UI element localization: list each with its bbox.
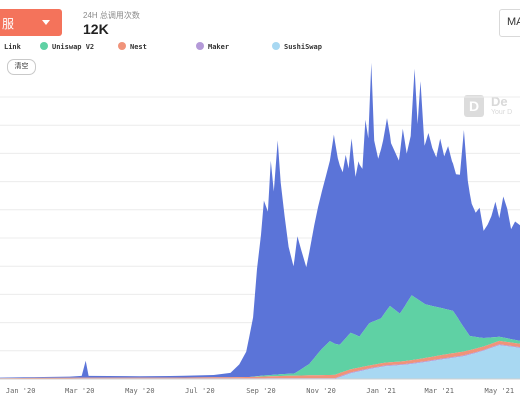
legend-swatch: [40, 42, 48, 50]
legend-item[interactable]: Link: [0, 42, 21, 51]
x-tick-label: Mar '21: [424, 387, 454, 395]
legend-swatch: [196, 42, 204, 50]
x-tick-label: Sep '20: [246, 387, 276, 395]
chevron-down-icon: [42, 20, 50, 25]
legend-item[interactable]: Maker: [196, 42, 229, 51]
x-tick-label: Jan '20: [6, 387, 36, 395]
x-tick-label: Mar '20: [65, 387, 95, 395]
series-area: [0, 62, 520, 379]
timeframe-button-label: MA: [507, 16, 520, 28]
watermark-brand: De: [491, 94, 508, 109]
legend-item[interactable]: SushiSwap: [272, 42, 322, 51]
x-tick-label: Nov '20: [306, 387, 336, 395]
clear-legend-button[interactable]: 清空: [7, 59, 36, 75]
watermark-tagline: Your D: [491, 109, 513, 116]
legend-label: Link: [4, 43, 21, 51]
series-area: [0, 295, 520, 379]
legend-label: SushiSwap: [284, 43, 322, 51]
legend-label: Uniswap V2: [52, 43, 95, 51]
series-area: [0, 340, 520, 379]
x-tick-label: Jan '21: [366, 387, 396, 395]
oracle-dropdown-button[interactable]: 服: [0, 9, 62, 36]
x-tick-label: May '20: [125, 387, 155, 395]
stat-value: 12K: [83, 21, 109, 37]
legend-swatch: [118, 42, 126, 50]
brand-logo-icon: D: [464, 95, 484, 117]
series-area: [0, 345, 520, 379]
legend-label: Maker: [208, 43, 230, 51]
legend-swatch: [272, 42, 280, 50]
stat-label: 24H 总调用次数: [83, 11, 140, 20]
legend-item[interactable]: Uniswap V2: [40, 42, 94, 51]
oracle-dropdown-label: 服: [2, 17, 15, 31]
brand-watermark: D De Your D: [464, 94, 520, 120]
legend-item[interactable]: Nest: [118, 42, 147, 51]
legend-label: Nest: [130, 43, 147, 51]
timeframe-button[interactable]: MA: [499, 9, 520, 37]
x-tick-label: Jul '20: [185, 387, 215, 395]
x-tick-label: May '21: [485, 387, 515, 395]
